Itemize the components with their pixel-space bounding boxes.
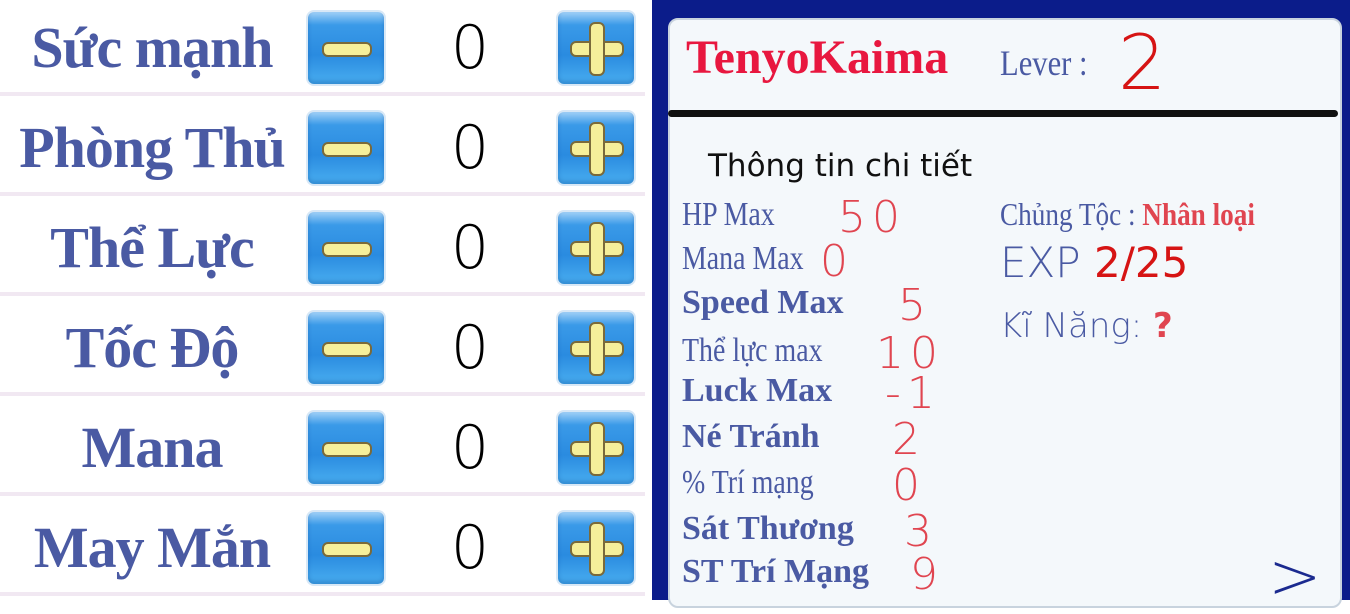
stat-value: 5 [898, 280, 932, 331]
minus-icon [322, 442, 372, 457]
attribute-row: Sức mạnh 0 [0, 0, 645, 96]
skill-label: Kĩ Năng: [1000, 306, 1143, 346]
attribute-row: Tốc Độ 0 [0, 300, 645, 396]
attribute-row: Thể Lực 0 [0, 200, 645, 296]
stat-label: % Trí mạng [682, 464, 814, 501]
divider [668, 110, 1338, 117]
attribute-label: Phòng Thủ [19, 115, 286, 180]
stat-label: ST Trí Mạng [682, 553, 870, 590]
attribute-label: Sức mạnh [31, 15, 273, 80]
minus-icon [322, 342, 372, 357]
level-value: 2 [1118, 18, 1167, 107]
race-label: Chủng Tộc : [1000, 196, 1136, 232]
decrease-button[interactable] [306, 510, 386, 586]
skill-value: ? [1153, 306, 1173, 346]
minus-icon [322, 142, 372, 157]
race-row: Chủng Tộc : Nhân loại [1000, 196, 1255, 233]
stat-value: 10 [876, 328, 944, 379]
increase-button[interactable] [556, 510, 636, 586]
increase-button[interactable] [556, 210, 636, 286]
decrease-button[interactable] [306, 410, 386, 486]
character-info-panel: TenyoKaima Lever : 2 Thông tin chi tiết … [652, 0, 1350, 614]
minus-icon [322, 242, 372, 257]
decrease-button[interactable] [306, 110, 386, 186]
increase-button[interactable] [556, 10, 636, 86]
plus-icon-vertical [589, 222, 605, 276]
attribute-value: 0 [450, 13, 490, 83]
stat-label: Né Tránh [682, 418, 820, 455]
race-value: Nhân loại [1142, 196, 1255, 232]
stat-label: Speed Max [682, 284, 844, 321]
attribute-row: Phòng Thủ 0 [0, 100, 645, 196]
attribute-value: 0 [450, 513, 490, 583]
attribute-value: 0 [450, 313, 490, 383]
skill-row: Kĩ Năng: ? [1000, 306, 1173, 346]
plus-icon-vertical [589, 522, 605, 576]
minus-icon [322, 542, 372, 557]
increase-button[interactable] [556, 310, 636, 386]
attribute-label: May Mắn [33, 515, 271, 580]
details-title: Thông tin chi tiết [708, 148, 973, 184]
increase-button[interactable] [556, 410, 636, 486]
stat-label: Mana Max [682, 240, 804, 277]
stat-label: HP Max [682, 196, 775, 233]
stat-label: Luck Max [682, 372, 833, 409]
character-name: TenyoKaima [686, 31, 949, 84]
minus-icon [322, 42, 372, 57]
decrease-button[interactable] [306, 310, 386, 386]
attribute-value: 0 [450, 413, 490, 483]
level-label: Lever : [1000, 43, 1088, 83]
character-card: TenyoKaima Lever : 2 Thông tin chi tiết … [668, 18, 1342, 614]
attribute-value: 0 [450, 113, 490, 183]
plus-icon-vertical [589, 22, 605, 76]
stat-value: 3 [904, 506, 938, 557]
exp-label: EXP [1000, 238, 1081, 287]
attribute-value: 0 [450, 213, 490, 283]
attribute-row: Mana 0 [0, 400, 645, 496]
plus-icon-vertical [589, 122, 605, 176]
decrease-button[interactable] [306, 210, 386, 286]
attribute-row: May Mắn 0 [0, 500, 645, 596]
plus-icon-vertical [589, 422, 605, 476]
stat-value: 0 [892, 460, 926, 511]
attribute-panel: Sức mạnh 0 Phòng Thủ 0 Thể Lực 0 Tốc Độ … [0, 0, 650, 600]
stat-value: 50 [838, 192, 906, 243]
exp-value: 2/25 [1094, 238, 1189, 287]
attribute-label: Tốc Độ [65, 315, 240, 380]
stat-value: 2 [892, 414, 926, 465]
stat-label: Thể lực max [682, 332, 823, 369]
attribute-label: Thể Lực [50, 215, 254, 280]
next-button[interactable]: > [1268, 540, 1322, 614]
stat-value: 9 [910, 549, 944, 600]
attribute-label: Mana [81, 415, 224, 480]
exp-row: EXP 2/25 [1000, 238, 1188, 287]
increase-button[interactable] [556, 110, 636, 186]
plus-icon-vertical [589, 322, 605, 376]
stat-value: -1 [885, 368, 941, 419]
stat-value: 0 [820, 236, 854, 287]
stat-label: Sát Thương [682, 510, 854, 547]
decrease-button[interactable] [306, 10, 386, 86]
